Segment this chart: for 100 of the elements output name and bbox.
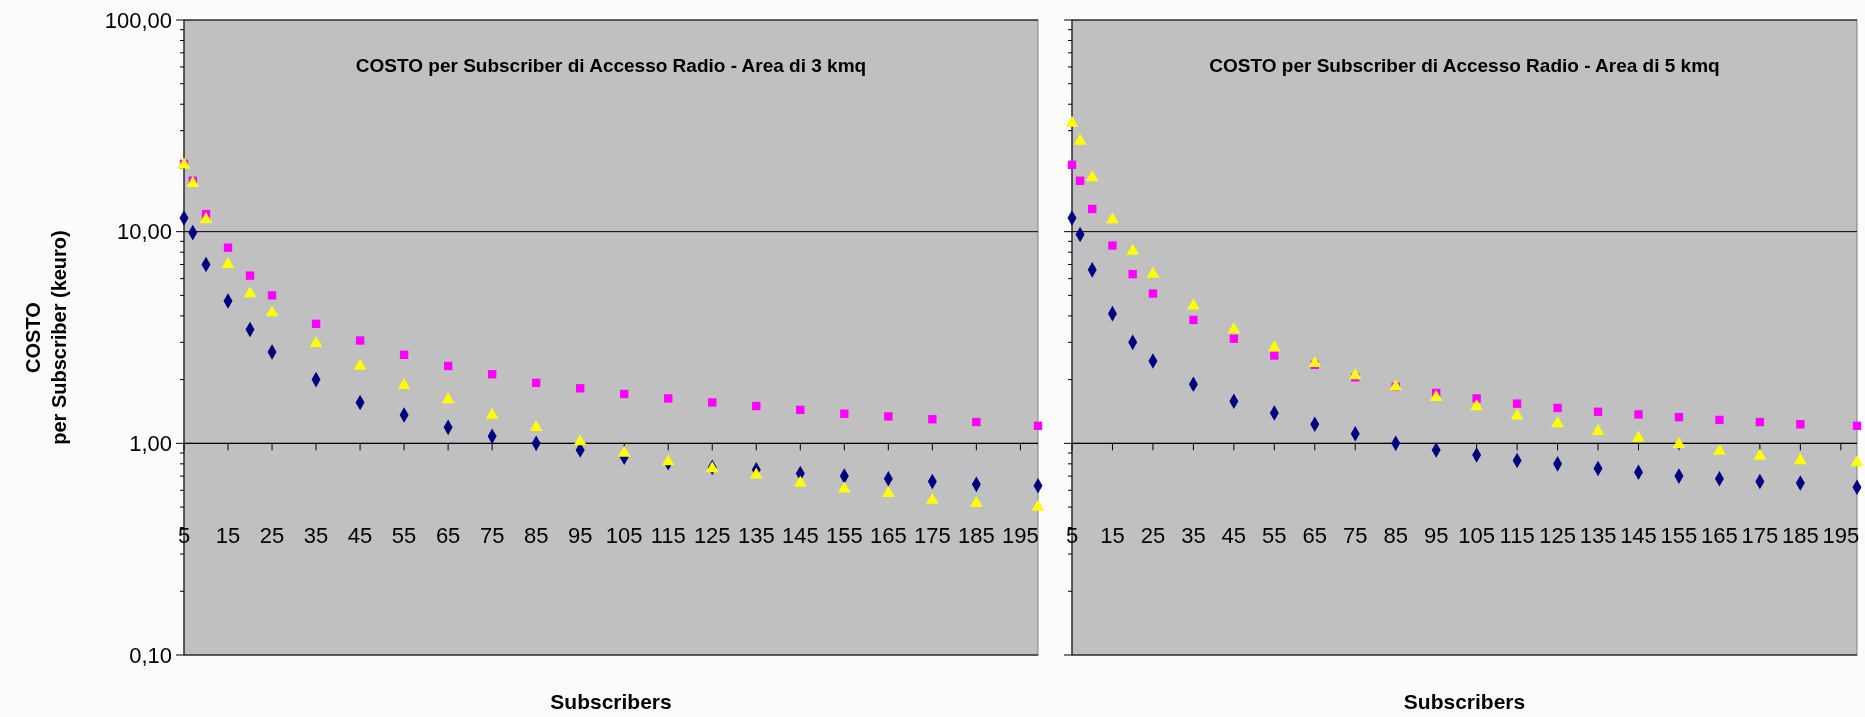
- x-tick-label: 135: [737, 523, 775, 549]
- point: [928, 415, 937, 424]
- point: [245, 271, 255, 280]
- point: [793, 475, 807, 487]
- point: [1713, 443, 1726, 455]
- x-tick-label: 45: [1221, 523, 1247, 549]
- x-tick-label: 25: [259, 523, 285, 549]
- point: [1075, 176, 1085, 185]
- point: [1850, 455, 1864, 467]
- point: [1189, 315, 1198, 325]
- point: [1755, 417, 1765, 427]
- point: [1551, 416, 1564, 428]
- point: [925, 492, 939, 504]
- x-tick-label: 75: [479, 523, 505, 549]
- point: [1106, 212, 1119, 224]
- point: [265, 305, 279, 317]
- point: [311, 319, 321, 328]
- y-tick-label: 1,00: [129, 431, 172, 457]
- x-tick-label: 195: [1002, 523, 1039, 549]
- point: [1793, 453, 1807, 465]
- point: [708, 398, 717, 407]
- point: [199, 212, 213, 224]
- point: [1634, 410, 1643, 419]
- point: [243, 286, 257, 298]
- x-tick-label: 155: [825, 523, 863, 549]
- point: [972, 417, 981, 427]
- point: [223, 243, 233, 252]
- point: [487, 370, 497, 379]
- x-tick-label: 185: [1781, 523, 1819, 549]
- x-tick-label: 105: [1458, 523, 1495, 549]
- x-tick-label: 45: [347, 523, 373, 549]
- point: [884, 412, 893, 421]
- x-tick-label: 65: [1302, 523, 1328, 549]
- point: [1512, 399, 1522, 408]
- x-tick-label: 35: [1181, 523, 1206, 549]
- point: [267, 291, 277, 300]
- point: [1146, 266, 1160, 278]
- point: [1753, 448, 1767, 460]
- point: [796, 405, 805, 414]
- point: [1510, 408, 1524, 420]
- x-tick-label: 105: [605, 523, 643, 549]
- point: [1348, 368, 1362, 380]
- point: [620, 389, 629, 399]
- x-tick-label: 165: [869, 523, 907, 549]
- point: [1065, 115, 1079, 127]
- x-tick-label: 165: [1701, 523, 1738, 549]
- point: [1672, 436, 1686, 448]
- x-axis-title: Subscribers: [1403, 690, 1526, 713]
- point: [617, 445, 631, 457]
- point: [1591, 423, 1605, 435]
- point: [1088, 204, 1097, 214]
- point: [1308, 355, 1322, 367]
- point: [1270, 351, 1279, 360]
- point: [661, 454, 675, 466]
- point: [529, 420, 543, 432]
- point: [749, 467, 763, 479]
- point: [1126, 243, 1140, 255]
- point: [1715, 415, 1724, 425]
- x-tick-label: 85: [1383, 523, 1408, 549]
- point: [576, 384, 585, 393]
- x-tick-label: 175: [913, 523, 951, 549]
- text: COSTO per Subscriber di Accesso Radio - Area di 3 kmq: [355, 55, 867, 76]
- point: [1108, 241, 1117, 250]
- point: [752, 401, 761, 411]
- x-tick-label: 75: [1343, 523, 1368, 549]
- point: [970, 496, 983, 508]
- point: [1852, 421, 1862, 430]
- x-tick-label: 115: [650, 523, 686, 549]
- point: [573, 434, 587, 446]
- x-tick-label: 145: [1620, 523, 1657, 549]
- point: [309, 335, 323, 347]
- x-tick-label: 135: [1579, 523, 1617, 549]
- x-tick-label: 55: [391, 523, 417, 549]
- x-tick-label: 195: [1822, 523, 1860, 549]
- point: [1553, 403, 1562, 413]
- x-tick-label: 115: [1499, 523, 1535, 549]
- x-tick-label: 35: [303, 523, 329, 549]
- point: [1472, 394, 1481, 403]
- point: [1227, 322, 1241, 334]
- x-tick-label: 175: [1741, 523, 1779, 549]
- point: [1632, 430, 1645, 442]
- point: [1674, 412, 1684, 422]
- point: [485, 407, 499, 419]
- point: [397, 377, 411, 389]
- point: [441, 392, 455, 404]
- point: [1073, 133, 1087, 145]
- point: [1128, 269, 1137, 279]
- x-tick-label: 155: [1660, 523, 1698, 549]
- x-tick-label: 185: [958, 523, 995, 549]
- point: [1229, 334, 1239, 343]
- x-tick-label: 55: [1262, 523, 1287, 549]
- x-tick-label: 95: [567, 523, 593, 549]
- point: [443, 361, 453, 371]
- x-tick-label: 15: [1100, 523, 1125, 549]
- x-tick-label: 25: [1140, 523, 1166, 549]
- y-axis-title: COSTO per Subscriber (keuro): [22, 230, 70, 445]
- x-tick-label: 15: [215, 523, 241, 549]
- point: [881, 486, 895, 498]
- point: [531, 378, 541, 388]
- point: [1148, 289, 1158, 298]
